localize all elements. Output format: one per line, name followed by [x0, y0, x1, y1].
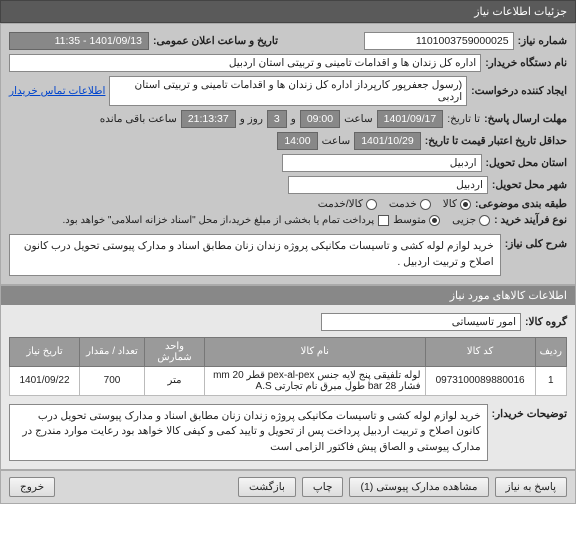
goods-table: ردیف کد کالا نام کالا واحد شمارش تعداد /… [9, 337, 567, 396]
radio-both-label: کالا/خدمت [318, 198, 363, 210]
cell-row: 1 [535, 366, 566, 395]
deadline-hour-label: ساعت [344, 113, 373, 125]
deadline-label: مهلت ارسال پاسخ: [484, 113, 567, 125]
attachments-button[interactable]: مشاهده مدارک پیوستی (1) [349, 477, 488, 497]
col-date: تاریخ نیاز [10, 337, 80, 366]
remain-days-label: و [291, 113, 296, 125]
buyer-notes-label: توضیحات خریدار: [492, 404, 567, 420]
radio-medium-label: متوسط [393, 214, 426, 226]
col-row: ردیف [535, 337, 566, 366]
remain-time: 21:13:37 [181, 110, 236, 128]
requester-label: ایجاد کننده درخواست: [471, 85, 567, 97]
requester-value: (رسول جعفرپور کارپرداز اداره کل زندان ها… [109, 76, 467, 106]
contact-link[interactable]: اطلاعات تماس خریدار [9, 85, 105, 97]
cell-name: لوله تلفیقی پنج لایه جنس pex-al-pex قطر … [205, 366, 426, 395]
col-unit: واحد شمارش [145, 337, 205, 366]
need-number-value: 1101003759000025 [364, 32, 514, 50]
goods-section-title: اطلاعات کالاهای مورد نیاز [1, 286, 575, 305]
category-label: طبقه بندی موضوعی: [475, 198, 567, 210]
radio-service[interactable]: خدمت [389, 198, 431, 210]
button-bar: پاسخ به نیاز مشاهده مدارک پیوستی (1) چاپ… [0, 470, 576, 504]
public-announce-label: تاریخ و ساعت اعلان عمومی: [153, 35, 278, 47]
radio-service-label: خدمت [389, 198, 417, 210]
radio-goods[interactable]: کالا [443, 198, 471, 210]
purchase-type-label: نوع فرآیند خرید : [494, 214, 567, 226]
cell-unit: متر [145, 366, 205, 395]
delivery-province-value: اردبیل [282, 154, 482, 172]
buyer-notes-value: خرید لوازم لوله کشی و تاسیسات مکانیکی پر… [9, 404, 488, 461]
reply-button[interactable]: پاسخ به نیاز [495, 477, 567, 497]
back-button[interactable]: بازگشت [238, 477, 296, 497]
radio-medium[interactable]: متوسط [393, 214, 440, 226]
delivery-province-label: استان محل تحویل: [486, 157, 567, 169]
exit-button[interactable]: خروج [9, 477, 55, 497]
section-header-title: جزئیات اطلاعات نیاز [0, 0, 576, 23]
radio-dot-icon [420, 199, 431, 210]
col-name: نام کالا [205, 337, 426, 366]
radio-dot-icon [460, 199, 471, 210]
goods-group-label: گروه کالا: [525, 316, 567, 328]
goods-group-value: امور تاسیساتی [321, 313, 521, 331]
deadline-hour: 09:00 [300, 110, 340, 128]
radio-goods-label: کالا [443, 198, 457, 210]
buyer-org-value: اداره کل زندان ها و اقدامات تامینی و ترب… [9, 54, 481, 72]
goods-section: اطلاعات کالاهای مورد نیاز گروه کالا: امو… [0, 285, 576, 470]
purchase-note: پرداخت تمام یا بخشی از مبلغ خرید،از محل … [63, 215, 375, 226]
need-number-label: شماره نیاز: [518, 35, 567, 47]
radio-dot-icon [479, 215, 490, 226]
remain-days: 3 [267, 110, 287, 128]
deadline-date: 1401/09/17 [377, 110, 444, 128]
public-announce-value: 1401/09/13 - 11:35 [9, 32, 149, 50]
price-validity-hour-label: ساعت [322, 135, 351, 147]
checkbox-icon[interactable] [378, 215, 389, 226]
category-radio-group: کالا خدمت کالا/خدمت [318, 198, 471, 210]
col-code: کد کالا [425, 337, 535, 366]
price-validity-label: حداقل تاریخ اعتبار قیمت تا تاریخ: [425, 135, 567, 147]
buyer-org-label: نام دستگاه خریدار: [485, 57, 567, 69]
remain-suffix: ساعت باقی مانده [100, 113, 177, 125]
remain-days-unit: روز و [240, 113, 263, 125]
delivery-city-value: اردبیل [288, 176, 488, 194]
price-validity-hour: 14:00 [277, 132, 317, 150]
form-area: شماره نیاز: 1101003759000025 تاریخ و ساع… [0, 23, 576, 285]
cell-qty: 700 [80, 366, 145, 395]
table-row: 1 0973100089880016 لوله تلفیقی پنج لایه … [10, 366, 567, 395]
radio-small-label: جزیی [452, 214, 476, 226]
price-validity-date: 1401/10/29 [354, 132, 421, 150]
deadline-prefix: تا تاریخ: [447, 113, 480, 125]
cell-date: 1401/09/22 [10, 366, 80, 395]
purchase-type-group: جزیی متوسط [393, 214, 490, 226]
delivery-city-label: شهر محل تحویل: [492, 179, 567, 191]
print-button[interactable]: چاپ [302, 477, 344, 497]
radio-small[interactable]: جزیی [452, 214, 490, 226]
radio-dot-icon [429, 215, 440, 226]
radio-dot-icon [366, 199, 377, 210]
cell-code: 0973100089880016 [425, 366, 535, 395]
col-qty: تعداد / مقدار [80, 337, 145, 366]
radio-both[interactable]: کالا/خدمت [318, 198, 377, 210]
subject-label: شرح کلی نیاز: [505, 234, 567, 250]
subject-value: خرید لوازم لوله کشی و تاسیسات مکانیکی پر… [9, 234, 501, 276]
